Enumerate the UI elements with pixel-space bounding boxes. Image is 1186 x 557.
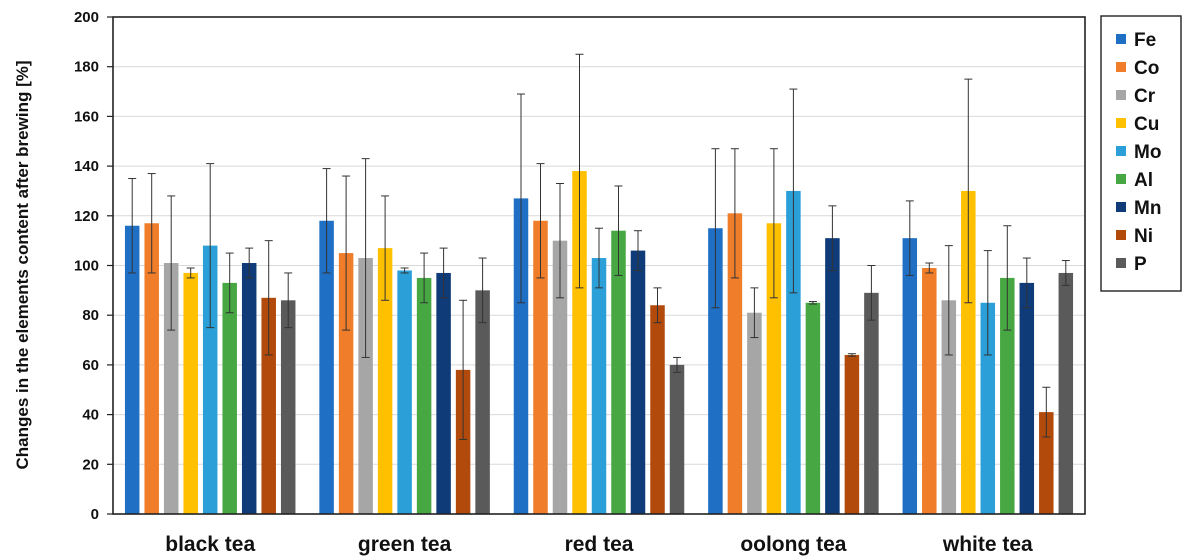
- x-category-label: red tea: [565, 533, 634, 556]
- bar-cu: [961, 190, 976, 514]
- y-axis-ticks: 0 20 40 60 80 100 120 140 160 180 200: [74, 9, 113, 523]
- legend-label-co: Co: [1134, 58, 1159, 79]
- bar-ni: [650, 305, 665, 514]
- bar-p: [280, 300, 296, 514]
- bar-al: [1000, 277, 1015, 514]
- legend-swatch-co: [1116, 62, 1126, 72]
- bar-p: [475, 290, 490, 514]
- bar-co: [338, 253, 354, 514]
- y-tick-label: 140: [74, 158, 99, 175]
- bar-fe: [124, 225, 140, 515]
- legend-swatch-p: [1116, 258, 1126, 268]
- bar-mn: [436, 272, 451, 514]
- error-bars: [128, 53, 1070, 440]
- legend-swatch-ni: [1116, 230, 1126, 240]
- bar-mo: [202, 245, 218, 514]
- legend-label-mo: Mo: [1134, 142, 1161, 163]
- bar-cr: [941, 300, 957, 514]
- bar-mn: [241, 263, 257, 514]
- bar-cr: [163, 263, 179, 514]
- bar-cu: [766, 223, 782, 514]
- bar-al: [416, 277, 432, 514]
- bar-al: [611, 230, 626, 514]
- legend-swatch-mn: [1116, 202, 1126, 212]
- bar-co: [144, 223, 159, 514]
- bar-co: [727, 213, 743, 514]
- bar-p: [1058, 272, 1074, 514]
- bar-mo: [591, 258, 607, 514]
- legend-swatch-fe: [1116, 34, 1126, 44]
- bar-mn: [1019, 282, 1035, 514]
- bar-ni: [1039, 412, 1054, 514]
- legend-label-al: Al: [1134, 170, 1153, 191]
- bar-al: [222, 282, 237, 514]
- bar-cu: [183, 272, 198, 514]
- x-category-label: black tea: [165, 533, 255, 556]
- bar-al: [805, 302, 821, 514]
- bar-cr: [358, 258, 373, 514]
- bar-mn: [630, 250, 646, 514]
- bar-ni: [844, 354, 860, 514]
- legend-label-ni: Ni: [1134, 226, 1153, 247]
- y-tick-label: 40: [82, 407, 99, 424]
- legend-label-cr: Cr: [1134, 86, 1156, 107]
- y-tick-label: 80: [82, 307, 99, 324]
- bar-co: [533, 220, 548, 514]
- y-tick-label: 20: [82, 456, 99, 473]
- bar-cu: [572, 171, 587, 514]
- legend-swatch-mo: [1116, 146, 1126, 156]
- legend-label-fe: Fe: [1134, 30, 1156, 51]
- bar-mo: [786, 190, 801, 514]
- legend-swatch-al: [1116, 174, 1126, 184]
- y-tick-label: 200: [74, 9, 99, 26]
- bar-cr: [552, 240, 568, 514]
- y-axis-title: Changes in the elements content after br…: [13, 60, 32, 469]
- y-tick-label: 100: [74, 258, 99, 275]
- bar-ni: [455, 369, 471, 514]
- bar-co: [922, 267, 937, 514]
- legend-swatch-cr: [1116, 90, 1126, 100]
- bar-fe: [319, 220, 334, 514]
- bar-cu: [377, 248, 393, 515]
- y-tick-label: 160: [74, 108, 99, 125]
- bar-ni: [261, 297, 276, 514]
- bar-mo: [397, 270, 412, 514]
- x-category-label: white tea: [942, 533, 1033, 556]
- x-category-label: green tea: [358, 533, 452, 556]
- y-tick-label: 120: [74, 208, 99, 225]
- bar-p: [669, 364, 685, 514]
- bar-cr: [747, 312, 762, 514]
- bar-p: [864, 292, 879, 514]
- bar-fe: [902, 238, 918, 515]
- legend-label-p: P: [1134, 254, 1147, 275]
- y-tick-label: 60: [82, 357, 99, 374]
- bar-mo: [980, 302, 996, 514]
- legend-label-cu: Cu: [1134, 114, 1159, 135]
- x-axis-categories: black tea green tea red tea oolong tea white…: [165, 533, 1033, 556]
- bar-fe: [708, 228, 723, 514]
- bars: [124, 171, 1074, 515]
- bar-mn: [825, 238, 840, 515]
- legend-frame: [1100, 15, 1182, 292]
- legend-label-mn: Mn: [1134, 198, 1161, 219]
- x-category-label: oolong tea: [740, 533, 846, 556]
- y-tick-label: 0: [91, 506, 99, 523]
- bar-fe: [513, 198, 529, 514]
- legend-swatch-cu: [1116, 118, 1126, 128]
- legend: Fe Co Cr Cu Mo Al Mn Ni P: [1100, 15, 1182, 292]
- y-tick-label: 180: [74, 59, 99, 76]
